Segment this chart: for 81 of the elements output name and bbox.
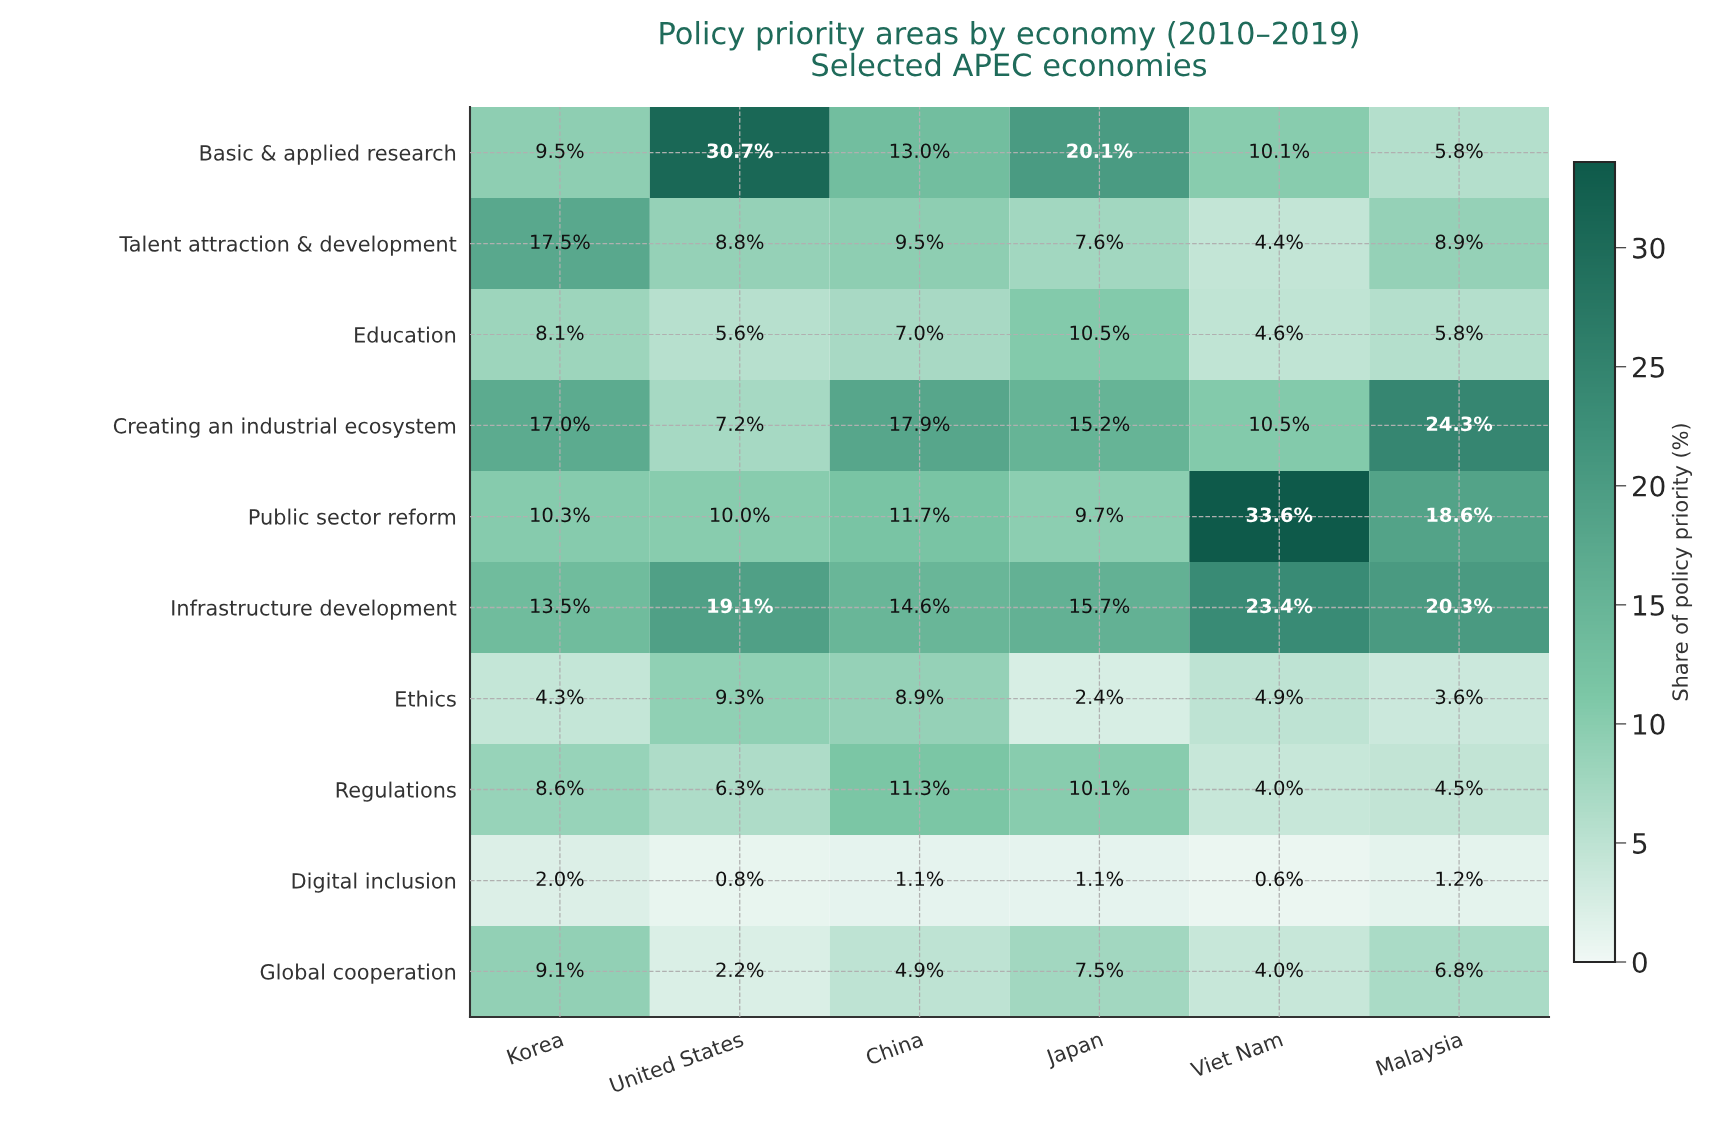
y-tick-label: Ethics — [396, 690, 456, 707]
data-label: 10.5% — [1070, 325, 1130, 341]
data-label: 7.2% — [716, 416, 764, 432]
color-bar-label: 15 — [1634, 595, 1664, 616]
color-bar-title: Share of policy priority (%) — [1671, 424, 1693, 701]
data-label: 20.1% — [1067, 143, 1133, 159]
data-label: 2.4% — [1076, 689, 1124, 705]
data-label: 9.1% — [536, 962, 584, 978]
y-tick-label: Talent attraction & development — [119, 235, 457, 256]
data-label: 10.3% — [531, 507, 590, 523]
data-label: 0.6% — [1255, 871, 1303, 887]
chart-subtitle: Selected APEC economies — [812, 52, 1207, 77]
data-label: 10.0% — [711, 507, 770, 523]
data-label: 20.3% — [1426, 598, 1493, 614]
data-label: 17.5% — [531, 234, 590, 250]
data-label: 11.3% — [890, 780, 950, 796]
data-label: 10.1% — [1250, 143, 1310, 159]
data-label: 4.4% — [1255, 234, 1303, 250]
data-label: 2.2% — [716, 962, 764, 978]
data-label: 1.1% — [1076, 871, 1124, 887]
data-label: 9.5% — [896, 234, 944, 250]
data-label: 24.3% — [1426, 416, 1493, 432]
data-label: 8.9% — [1435, 234, 1483, 250]
chart-title: Policy priority areas by economy (2010–2019) — [660, 20, 1358, 51]
x-tick-label: China — [864, 1030, 924, 1066]
data-label: 4.5% — [1435, 780, 1483, 796]
data-label: 4.6% — [1255, 325, 1303, 341]
data-label: 15.7% — [1070, 598, 1130, 614]
data-label: 7.0% — [896, 325, 944, 341]
x-tick-label: Korea — [506, 1031, 564, 1065]
color-bar-label: 25 — [1633, 356, 1664, 378]
data-label: 6.8% — [1435, 962, 1483, 978]
data-label: 9.7% — [1075, 507, 1124, 523]
color-bar-label: 5 — [1633, 833, 1647, 854]
data-label: 10.5% — [1250, 416, 1310, 432]
data-label: 8.8% — [716, 234, 764, 250]
y-tick-label: Creating an industrial ecosystem — [113, 417, 456, 438]
data-label: 4.0% — [1255, 962, 1303, 978]
data-label: 7.6% — [1076, 234, 1124, 250]
data-label: 4.3% — [536, 689, 584, 705]
x-tick-label: Japan — [1044, 1031, 1105, 1070]
data-label: 17.0% — [531, 416, 590, 432]
data-label: 23.4% — [1247, 598, 1313, 614]
y-tick-label: Digital inclusion — [292, 872, 456, 893]
data-label: 15.2% — [1070, 416, 1130, 432]
data-label: 8.6% — [536, 780, 584, 796]
data-label: 3.6% — [1435, 689, 1483, 705]
color-bar-label: 30 — [1633, 237, 1665, 259]
data-label: 1.1% — [897, 871, 944, 887]
data-label: 1.2% — [1436, 871, 1483, 887]
color-bar-label: 0 — [1632, 951, 1647, 973]
y-tick-label: Regulations — [336, 781, 456, 802]
y-tick-label: Public sector reform — [249, 508, 456, 525]
data-label: 13.0% — [890, 143, 950, 159]
data-label: 5.8% — [1435, 325, 1483, 341]
data-label: 9.5% — [536, 143, 584, 159]
data-label: 5.8% — [1435, 143, 1483, 159]
data-label: 19.1% — [708, 598, 773, 614]
color-bar-label: 10 — [1634, 713, 1665, 735]
data-label: 0.8% — [716, 871, 764, 887]
data-label: 2.0% — [536, 871, 584, 887]
y-tick-label: Global cooperation — [260, 963, 456, 984]
x-tick-label: Viet Nam — [1189, 1030, 1284, 1079]
data-label: 18.6% — [1427, 507, 1493, 523]
data-label: 4.0% — [1255, 780, 1303, 796]
data-label: 7.5% — [1076, 962, 1124, 978]
data-label: 9.3% — [716, 689, 764, 705]
data-label: 5.6% — [716, 325, 764, 341]
y-tick-label: Basic & applied research — [200, 144, 456, 165]
y-tick-label: Infrastructure development — [172, 599, 457, 620]
data-label: 4.9% — [895, 962, 944, 978]
data-label: 14.6% — [890, 598, 950, 614]
data-label: 13.5% — [531, 598, 590, 614]
data-label: 8.9% — [896, 689, 944, 705]
data-label: 11.7% — [890, 507, 950, 523]
color-bar-label: 20 — [1633, 475, 1665, 497]
data-label: 4.9% — [1255, 689, 1303, 705]
y-tick-label: Education — [355, 326, 456, 343]
data-label: 6.3% — [716, 780, 764, 796]
data-label: 10.1% — [1070, 780, 1130, 796]
data-label: 8.1% — [536, 325, 584, 341]
